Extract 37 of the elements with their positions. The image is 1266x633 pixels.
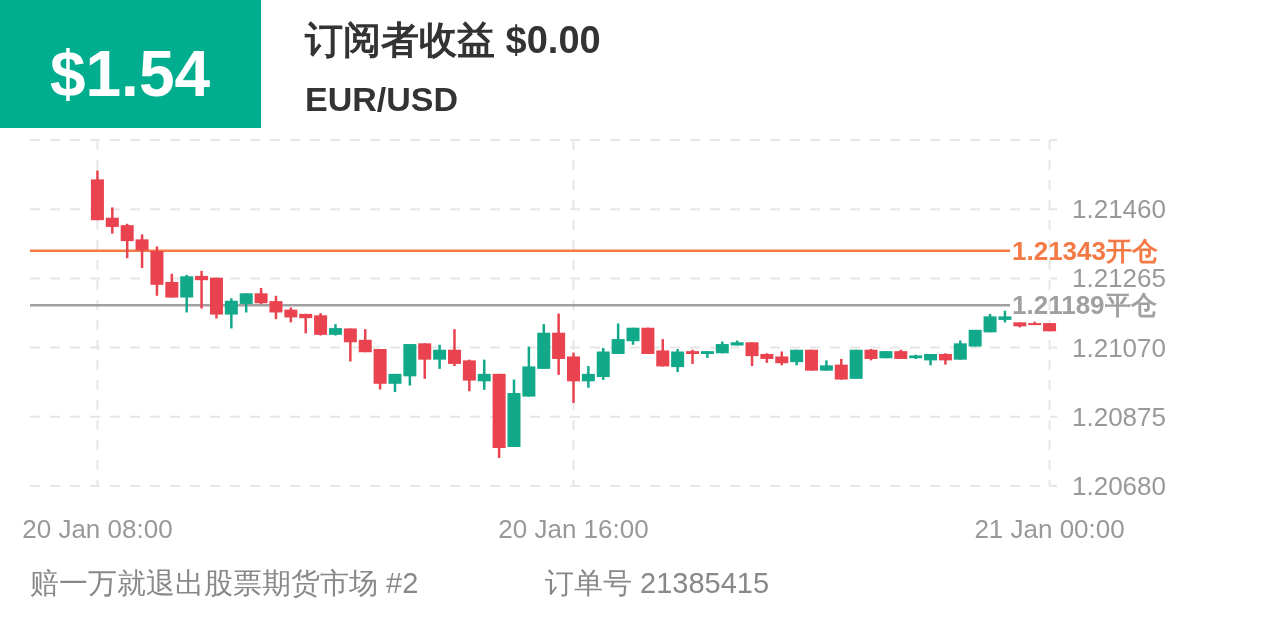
candlestick — [105, 206, 119, 235]
candlestick — [418, 342, 432, 381]
candlestick — [953, 339, 967, 361]
candlestick — [834, 357, 848, 381]
candlestick — [581, 364, 595, 389]
candlestick — [656, 337, 670, 368]
candlestick — [269, 294, 283, 321]
x-tick-label: 20 Jan 16:00 — [498, 514, 649, 544]
candlestick — [611, 322, 625, 356]
text: $1.54 — [49, 38, 211, 110]
candlestick — [195, 269, 209, 310]
text: 订单号 21385415 — [545, 567, 770, 599]
y-tick-label: 1.20680 — [1072, 471, 1166, 501]
candlestick — [671, 347, 685, 374]
candlestick — [686, 348, 700, 366]
candlestick — [120, 222, 134, 260]
candlestick — [745, 341, 759, 368]
candlestick — [477, 358, 491, 392]
candlestick — [447, 327, 461, 368]
candlestick — [343, 327, 357, 363]
candlestick — [224, 297, 238, 330]
chart-title: 订阅者收益 $0.00 — [304, 19, 601, 61]
candlestick — [433, 343, 447, 371]
candlestick — [165, 272, 179, 299]
y-tick-label: 1.21070 — [1072, 332, 1166, 363]
candlestick — [135, 233, 149, 270]
chart-subtitle: EUR/USD — [305, 80, 459, 118]
y-tick-label: 1.21460 — [1072, 194, 1166, 225]
candlestick — [180, 273, 194, 314]
text: 赔一万就退出股票期货市场 #2 — [30, 567, 419, 599]
x-tick-label: 21 Jan 00:00 — [974, 514, 1125, 544]
candlestick — [462, 358, 476, 393]
y-tick-label: 1.20875 — [1072, 401, 1166, 432]
candlestick — [314, 311, 328, 337]
x-tick-label: 20 Jan 08:00 — [22, 514, 173, 544]
ref-line-label: 1.21343开仓 — [1012, 235, 1158, 266]
candlestick — [239, 292, 253, 314]
